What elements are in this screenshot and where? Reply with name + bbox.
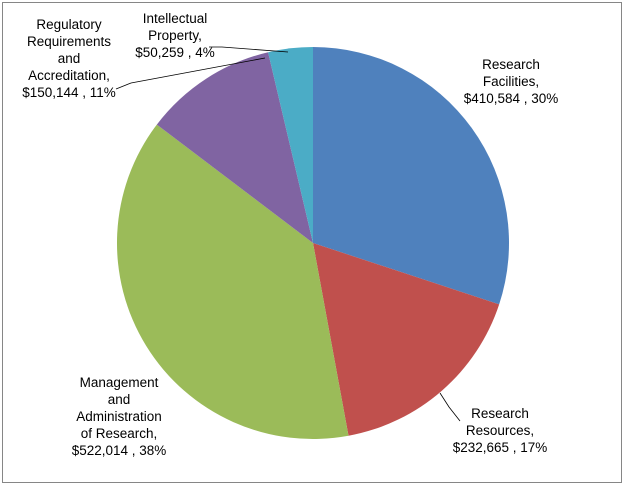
- leader-line-intellectual-property: [209, 46, 289, 53]
- pie-slices: [116, 47, 510, 440]
- leader-line-research-resources: [439, 392, 461, 422]
- data-labels: Research Facilities, $410,584 , 30% Researc…: [22, 11, 558, 458]
- data-label-intellectual-property: Intellectual Property, $50,259 , 4%: [135, 11, 215, 60]
- pie-slice-management-and-administration-of-research: [116, 124, 349, 440]
- data-label-management-and-administration-of-research: Management and Administration of Research, $…: [72, 375, 167, 458]
- pie-slice-research-resources: [313, 243, 500, 436]
- pie-slice-intellectual-property: [268, 47, 313, 243]
- data-label-research-facilities: Research Facilities, $410,584 , 30%: [464, 57, 559, 106]
- data-label-regulatory-requirements-and-accreditation: Regulatory Requirements and Accreditation, $…: [22, 17, 116, 100]
- leader-line-regulatory-requirements: [115, 57, 266, 90]
- leader-lines: [115, 46, 461, 422]
- pie-slice-regulatory-requirements-and-accreditation: [156, 52, 313, 243]
- pie-slice-research-facilities: [313, 47, 510, 305]
- chart-frame: Research Facilities, $410,584 , 30% Researc…: [2, 2, 622, 483]
- pie-chart: Research Facilities, $410,584 , 30% Researc…: [22, 11, 558, 458]
- data-label-research-resources: Research Resources, $232,665 , 17%: [453, 406, 548, 455]
